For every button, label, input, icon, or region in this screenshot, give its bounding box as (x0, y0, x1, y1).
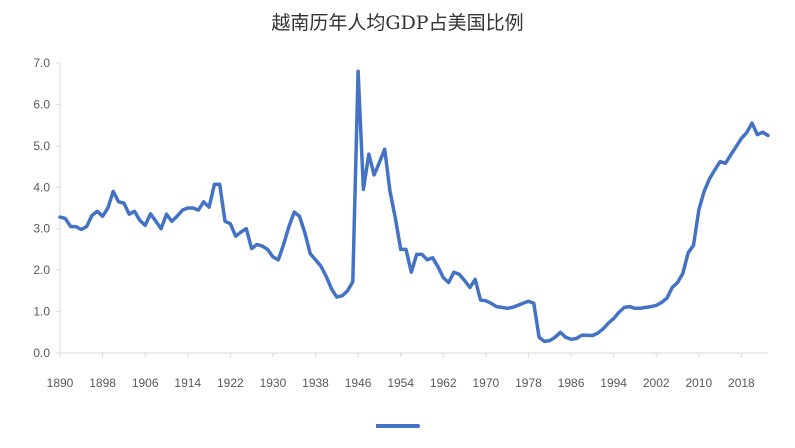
x-tick-label: 2018 (728, 376, 755, 390)
x-tick-label: 1914 (174, 376, 201, 390)
y-tick-label: 7.0 (33, 56, 50, 70)
y-tick-label: 4.0 (33, 180, 50, 194)
x-tick-label: 1922 (217, 376, 244, 390)
x-tick-label: 1930 (260, 376, 287, 390)
y-tick-label: 3.0 (33, 222, 50, 236)
series-line (58, 69, 770, 344)
x-tick-label: 1946 (345, 376, 372, 390)
x-tick-label: 1938 (302, 376, 329, 390)
x-tick-labels: 1890 1898 1906 1914 1922 1930 1938 1946 1954 1962… (47, 376, 755, 390)
y-tick-label: 2.0 (33, 263, 50, 277)
x-tick-label: 1906 (132, 376, 159, 390)
x-tick-label: 1962 (430, 376, 457, 390)
y-ticks (56, 62, 60, 354)
y-tick-label: 1.0 (33, 305, 50, 319)
y-tick-labels: 0.0 1.0 2.0 3.0 4.0 5.0 6.0 7.0 (33, 56, 50, 360)
x-tick-label: 2010 (685, 376, 712, 390)
x-tick-label: 1970 (473, 376, 500, 390)
x-tick-label: 2002 (643, 376, 670, 390)
y-tick-label: 6.0 (33, 97, 50, 111)
x-tick-label: 1890 (47, 376, 74, 390)
y-tick-label: 5.0 (33, 139, 50, 153)
x-tick-label: 1986 (558, 376, 585, 390)
x-tick-label: 1898 (89, 376, 116, 390)
series-layer (58, 69, 770, 344)
x-tick-label: 1994 (600, 376, 627, 390)
x-tick-label: 1954 (387, 376, 414, 390)
x-ticks (59, 353, 742, 357)
legend (376, 424, 420, 428)
chart-title: 越南历年人均GDP占美国比例 (271, 12, 524, 34)
x-tick-label: 1978 (515, 376, 542, 390)
y-tick-label: 0.0 (33, 346, 50, 360)
